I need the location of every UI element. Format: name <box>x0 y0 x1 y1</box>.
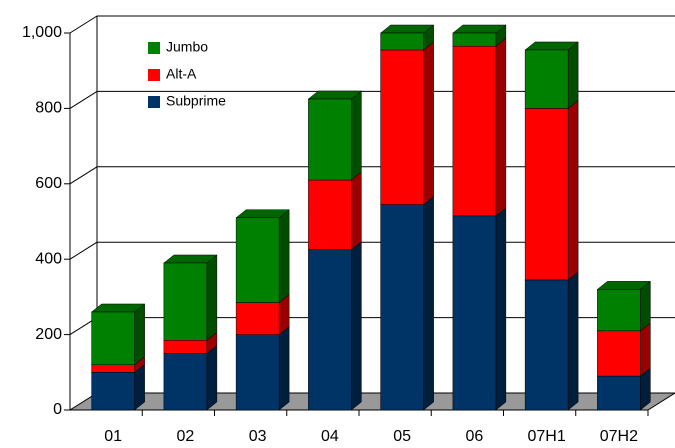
bar <box>163 353 208 411</box>
bar <box>597 289 641 332</box>
bar-side <box>567 271 579 411</box>
bar-side <box>206 344 218 411</box>
bar <box>308 98 352 181</box>
bar <box>380 32 424 51</box>
legend-label: Alt-A <box>166 66 197 82</box>
x-tick-label: 07H2 <box>600 428 638 445</box>
bar <box>308 249 352 411</box>
bar <box>91 372 135 411</box>
bar <box>380 49 424 205</box>
bar-side <box>567 41 579 109</box>
grid-line <box>69 241 98 260</box>
legend-swatch <box>148 69 160 81</box>
x-tick-label: 04 <box>321 428 339 445</box>
x-tick-label: 02 <box>176 428 194 445</box>
bar <box>235 334 280 411</box>
bar-side <box>278 326 290 411</box>
bar-side <box>423 41 434 206</box>
bar <box>597 375 641 411</box>
grid-line <box>69 15 98 34</box>
bar <box>308 179 352 251</box>
bar-side <box>567 99 579 281</box>
x-tick-label: 01 <box>104 428 122 445</box>
bar <box>452 32 497 47</box>
bar <box>235 302 280 335</box>
x-tick-label: 03 <box>249 428 267 445</box>
bar-side <box>495 37 507 217</box>
y-tick-label: 800 <box>35 100 62 117</box>
y-tick-label: 200 <box>35 326 62 343</box>
bar <box>163 262 208 341</box>
bar-side <box>351 241 362 411</box>
bar-side <box>206 254 218 341</box>
bar <box>452 45 497 217</box>
bar <box>597 330 641 377</box>
y-tick-label: 400 <box>35 250 62 267</box>
bar <box>91 311 135 366</box>
bar <box>380 204 424 411</box>
bar <box>163 340 208 354</box>
bar-side <box>640 280 651 332</box>
bar <box>524 49 569 109</box>
bar-side <box>278 209 290 304</box>
bar <box>91 364 135 373</box>
legend-swatch <box>148 96 160 108</box>
bar <box>524 279 569 411</box>
y-tick-label: 600 <box>35 175 62 192</box>
legend-label: Jumbo <box>166 39 208 55</box>
bar <box>524 108 569 281</box>
bar <box>452 215 497 411</box>
x-tick-label: 07H1 <box>528 428 566 445</box>
bar-side <box>351 171 362 251</box>
grid-line <box>69 90 98 109</box>
bar-side <box>495 207 507 411</box>
x-tick-label: 05 <box>393 428 411 445</box>
bar-side <box>351 90 362 181</box>
x-tick-label: 06 <box>465 428 483 445</box>
y-tick-label: 1,000 <box>22 24 62 41</box>
grid-line <box>69 166 98 185</box>
bar-side <box>640 322 651 377</box>
legend-label: Subprime <box>166 93 226 109</box>
legend-swatch <box>148 42 160 54</box>
bar-side <box>134 303 145 366</box>
floor <box>68 392 675 411</box>
y-tick-label: 0 <box>53 401 62 418</box>
bar-side <box>423 196 434 411</box>
bar <box>235 217 280 303</box>
